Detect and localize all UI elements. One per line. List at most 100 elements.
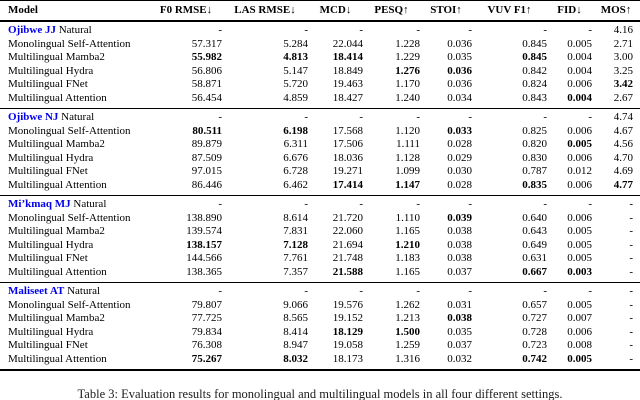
value-cell-vuv-f1: - [543,198,547,210]
value-cell-las-rmse: 8.414 [283,325,308,338]
value-cell-mos: 2.67 [613,91,633,104]
value-cell-fid: - [588,24,592,36]
section-label: Ojibwe JJ [8,24,56,36]
value-cell-mcd: 22.044 [332,37,363,50]
value-cell-las-rmse: 7.128 [283,238,308,251]
value-cell-pesq: 1.099 [395,165,420,177]
value-cell-las-rmse: 7.831 [283,225,308,237]
value-cell-mcd: 17.414 [332,178,363,191]
table-header-row: Model F0 RMSE↓ LAS RMSE↓ MCD↓ PESQ↑ STOI↑ VUV … [0,0,640,22]
value-cell-pesq: 1.228 [395,37,420,50]
value-cell-mos: 3.42 [613,78,633,90]
model-cell: Multilingual Mamba2 [8,225,105,237]
value-cell-las-rmse: 8.614 [283,211,308,224]
value-cell-stoi: 0.038 [447,225,472,237]
model-cell: Monolingual Self-Attention [8,298,131,311]
value-cell-mos: 4.56 [613,138,633,150]
value-cell-mos: - [629,298,633,311]
table-row: Multilingual Hydra 138.157 7.128 21.694 1.21… [0,239,640,253]
value-cell-mcd: 19.463 [332,78,363,90]
value-cell-vuv-f1: 0.843 [522,91,547,104]
model-cell: Multilingual Hydra [8,238,94,251]
section-maliseet-at: Maliseet AT Natural - - - - - - - - Monolingual S… [0,282,640,371]
value-cell-fid: 0.008 [567,339,592,351]
value-cell-fid: 0.006 [567,211,592,224]
value-cell-mcd: 17.568 [332,124,363,137]
value-cell-mcd: 21.720 [332,211,363,224]
value-cell-vuv-f1: 0.830 [522,151,547,164]
value-cell-mos: - [629,198,633,210]
model-cell: Monolingual Self-Attention [8,124,131,137]
value-cell-stoi: 0.038 [447,238,472,251]
table-row: Multilingual Attention 56.454 4.859 18.427 1… [0,92,640,109]
value-cell-f0-rmse: - [218,111,222,123]
table-row: Multilingual FNet 76.308 8.947 19.058 1.259 0… [0,339,640,353]
value-cell-vuv-f1: - [543,285,547,297]
value-cell-pesq: 1.147 [395,178,420,191]
model-cell: Multilingual FNet [8,165,88,177]
table-row: Multilingual Mamba2 55.982 4.813 18.414 1.22… [0,51,640,65]
value-cell-f0-rmse: 139.574 [186,225,222,237]
value-cell-pesq: 1.210 [395,238,420,251]
value-cell-f0-rmse: 144.566 [186,252,222,264]
value-cell-f0-rmse: 80.511 [192,124,222,137]
column-header-fid: FID↓ [547,0,592,22]
model-cell: Multilingual Mamba2 [8,51,105,63]
value-cell-mcd: - [359,198,363,210]
value-cell-mos: 4.70 [613,151,633,164]
column-header-vuv-f1: VUV F1↑ [472,0,547,22]
value-cell-vuv-f1: 0.835 [522,178,547,191]
value-cell-mcd: - [359,285,363,297]
value-cell-f0-rmse: 55.982 [191,51,222,63]
section-label: Mi’kmaq MJ [8,198,71,210]
value-cell-mos: - [629,238,633,251]
value-cell-las-rmse: 6.676 [283,151,308,164]
value-cell-f0-rmse: 79.834 [191,325,222,338]
value-cell-fid: 0.004 [567,51,592,63]
value-cell-mcd: 18.036 [332,151,363,164]
model-cell: Multilingual Attention [8,91,107,104]
value-cell-stoi: 0.032 [447,352,472,365]
value-cell-stoi: - [468,24,472,36]
value-cell-mcd: 19.576 [332,298,363,311]
model-cell: Multilingual FNet [8,252,88,264]
value-cell-mcd: 19.152 [332,312,363,324]
value-cell-pesq: 1.276 [395,64,420,77]
value-cell-vuv-f1: 0.657 [522,298,547,311]
value-cell-fid: 0.006 [567,124,592,137]
value-cell-vuv-f1: 0.787 [522,165,547,177]
value-cell-stoi: 0.039 [447,211,472,224]
value-cell-mcd: 18.129 [332,325,363,338]
value-cell-pesq: 1.128 [395,151,420,164]
value-cell-f0-rmse: 86.446 [191,178,222,191]
value-cell-vuv-f1: - [543,111,547,123]
value-cell-stoi: 0.034 [447,91,472,104]
value-cell-fid: - [588,285,592,297]
model-cell: Ojibwe JJ Natural [8,24,92,36]
table-row: Multilingual Attention 75.267 8.032 18.173 1… [0,353,640,371]
value-cell-mos: - [629,325,633,338]
table-row: Monolingual Self-Attention 79.807 9.066 19.… [0,299,640,313]
value-cell-las-rmse: 8.032 [283,352,308,365]
value-cell-f0-rmse: - [218,285,222,297]
table-row: Multilingual Hydra 56.806 5.147 18.849 1.276… [0,65,640,79]
value-cell-mcd: 18.849 [332,64,363,77]
value-cell-pesq: 1.500 [395,325,420,338]
value-cell-fid: 0.005 [567,225,592,237]
table-caption: Table 3: Evaluation results for monoling… [77,387,563,400]
value-cell-vuv-f1: - [543,24,547,36]
column-header-stoi: STOI↑ [420,0,472,22]
value-cell-las-rmse: - [304,285,308,297]
value-cell-f0-rmse: - [218,198,222,210]
value-cell-f0-rmse: 57.317 [191,37,222,50]
value-cell-stoi: 0.038 [447,312,472,324]
value-cell-pesq: 1.183 [395,252,420,264]
table-row: Multilingual Attention 138.365 7.357 21.588… [0,266,640,283]
value-cell-las-rmse: 9.066 [283,298,308,311]
value-cell-pesq: - [416,285,420,297]
value-cell-stoi: 0.028 [447,138,472,150]
value-cell-fid: 0.006 [567,78,592,90]
value-cell-mcd: - [359,24,363,36]
value-cell-pesq: 1.170 [395,78,420,90]
model-cell: Ojibwe NJ Natural [8,111,95,123]
